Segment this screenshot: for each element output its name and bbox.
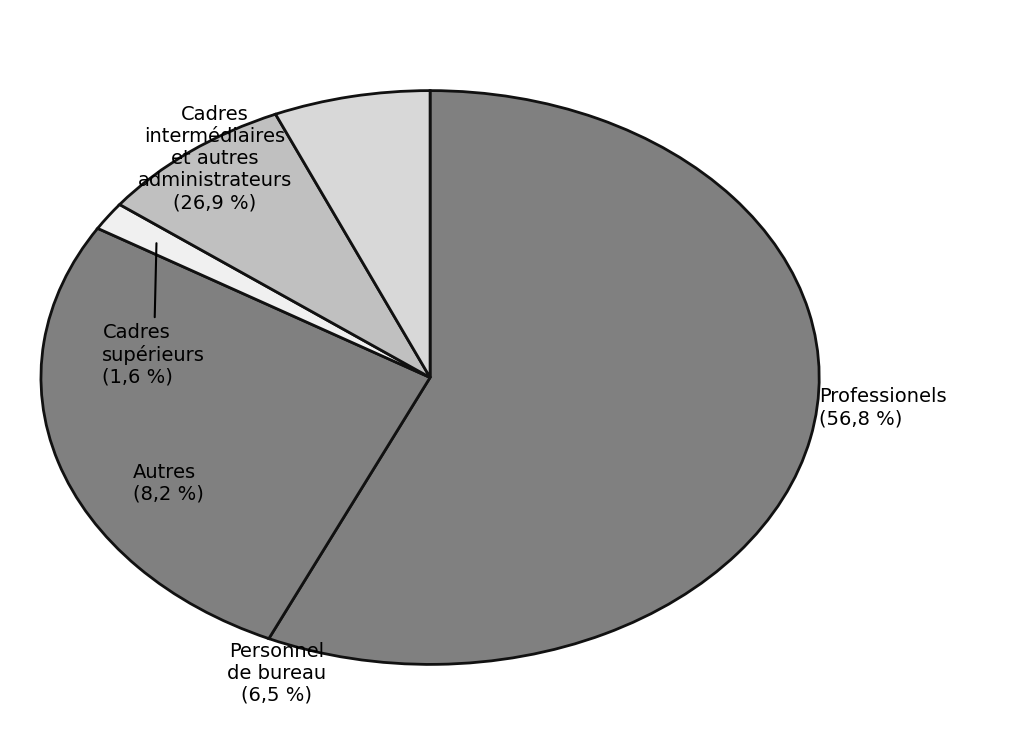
Text: Professionels
(56,8 %): Professionels (56,8 %) [819, 387, 947, 428]
Text: Personnel
de bureau
(6,5 %): Personnel de bureau (6,5 %) [227, 642, 326, 704]
Wedge shape [41, 228, 430, 639]
Wedge shape [269, 91, 819, 664]
Text: Cadres
supérieurs
(1,6 %): Cadres supérieurs (1,6 %) [102, 243, 205, 387]
Wedge shape [120, 114, 430, 378]
Wedge shape [275, 91, 430, 378]
Text: Cadres
intermédiaires
et autres
administrateurs
(26,9 %): Cadres intermédiaires et autres administ… [138, 105, 292, 212]
Text: Autres
(8,2 %): Autres (8,2 %) [133, 463, 204, 504]
Wedge shape [97, 205, 430, 378]
